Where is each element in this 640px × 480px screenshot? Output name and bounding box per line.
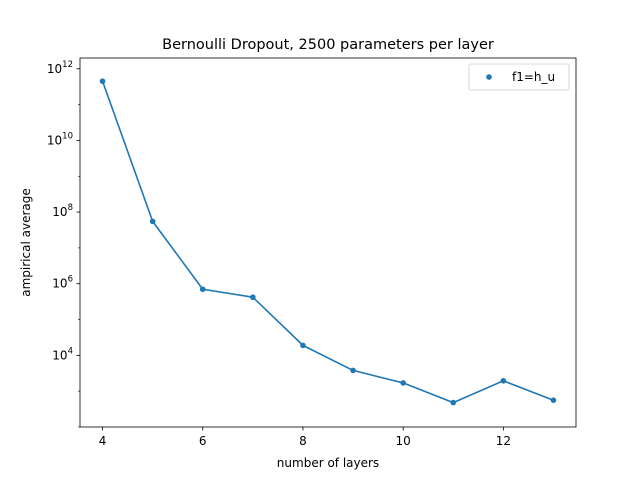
data-point — [199, 286, 206, 293]
y-axis-label: ampirical average — [19, 188, 33, 297]
data-point — [550, 397, 557, 403]
y-axis-ticks: 104 106 108 1010 1012 — [47, 60, 80, 428]
y-tick-label: 1012 — [47, 60, 73, 76]
x-axis-label: number of layers — [277, 456, 379, 470]
data-point — [300, 342, 306, 349]
x-axis-ticks: 4 6 8 10 12 — [99, 427, 511, 448]
series-line — [101, 80, 554, 404]
y-tick-label: 108 — [52, 203, 73, 219]
y-tick-label: 1010 — [47, 131, 73, 147]
y-tick-label: 104 — [52, 346, 73, 362]
series-layer — [99, 78, 557, 406]
data-point — [350, 367, 356, 374]
x-tick-label: 12 — [496, 434, 511, 448]
data-point — [400, 380, 406, 386]
data-point — [500, 377, 507, 384]
legend-box — [468, 63, 570, 91]
chart-title: Bernoulli Dropout, 2500 parameters per l… — [162, 37, 494, 53]
plot-frame — [79, 57, 577, 428]
legend-marker — [486, 74, 492, 80]
data-point — [250, 294, 256, 301]
y-tick-label: 106 — [52, 275, 73, 291]
x-tick-label: 10 — [396, 434, 411, 448]
data-point — [450, 399, 457, 406]
legend: f1=h_u — [468, 63, 570, 91]
data-point — [99, 78, 106, 85]
x-tick-label: 6 — [199, 434, 207, 448]
x-tick-label: 4 — [99, 434, 107, 448]
legend-label: f1=h_u — [512, 70, 555, 84]
data-point — [149, 218, 156, 225]
x-tick-label: 8 — [299, 434, 307, 448]
